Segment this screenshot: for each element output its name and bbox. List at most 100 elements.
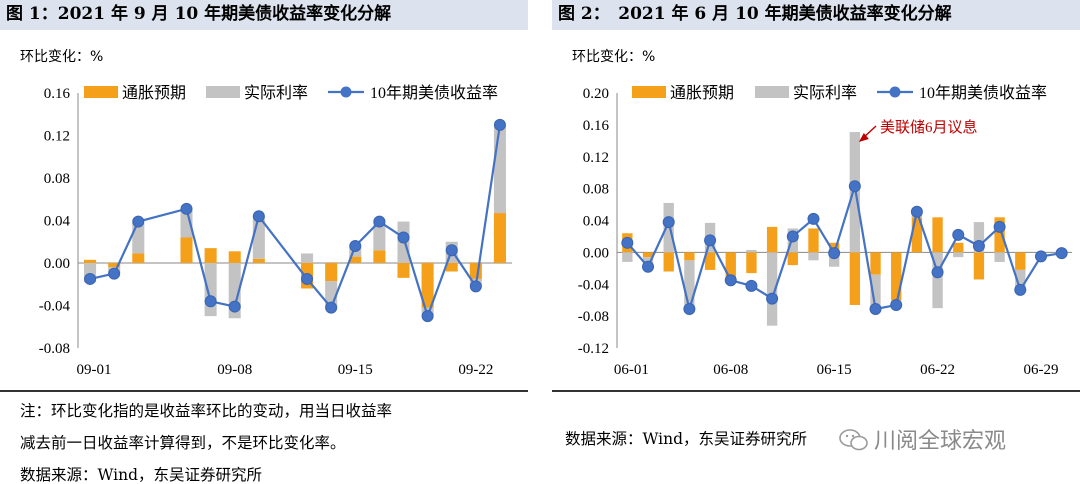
figure2-bottom-rule — [552, 390, 1080, 392]
y-tick-label: 0.08 — [44, 171, 70, 187]
inflation-bar — [1015, 252, 1026, 270]
yield-point — [683, 302, 696, 315]
x-tick-label: 06-22 — [920, 362, 955, 378]
inflation-bar — [180, 237, 193, 263]
inflation-bar — [204, 248, 217, 263]
figure1-note: 注：环比变化指的是收益率环比的变动，用当日收益率 减去前一日收益率计算得到，不是… — [20, 395, 392, 484]
y-tick-label: 0.04 — [583, 214, 610, 230]
inflation-bar — [397, 263, 410, 278]
real-rate-bar — [828, 252, 840, 267]
yield-point — [704, 234, 717, 247]
legend-label-real-rate: 实际利率 — [244, 84, 308, 102]
yield-point — [766, 292, 779, 305]
real-rate-bar — [204, 263, 217, 317]
watermark-text: 川阅全球宏观 — [874, 429, 1007, 454]
figure2-chart: 0.20 0.16 0.12 0.08 0.04 0.00 -0.04 -0.08 -0.12 0… — [578, 84, 1072, 378]
inflation-bar — [704, 252, 716, 270]
real-rate-bar — [973, 222, 985, 253]
y-tick-label: 0.00 — [583, 245, 609, 261]
figure1-note-line-2: 减去前一日收益率计算得到，不是环比变化率。 — [20, 434, 346, 452]
yield-point — [349, 240, 362, 252]
real-rate-bar — [301, 253, 314, 263]
inflation-bar — [445, 263, 458, 272]
figure1-title: 图 1：2021 年 9 月 10 年期美债收益率变化分解 — [0, 0, 528, 30]
inflation-bar — [911, 217, 923, 253]
inflation-bar — [891, 252, 902, 301]
yield-point — [890, 298, 903, 311]
legend-marker-yield — [889, 86, 901, 98]
legend-swatch-inflation — [632, 86, 666, 98]
inflation-bar — [252, 258, 265, 263]
real-rate-bar — [870, 274, 881, 310]
real-rate-bar — [932, 252, 943, 309]
yield-point — [445, 244, 458, 257]
figure1-chart: 0.16 0.12 0.08 0.04 0.00 -0.04 -0.08 09-01 09-08… — [39, 84, 512, 378]
real-rate-bar — [994, 252, 1005, 262]
wechat-icon — [839, 429, 868, 451]
real-rate-bar — [373, 220, 386, 251]
y-tick-label: 0.12 — [583, 150, 609, 166]
real-rate-bar — [493, 124, 506, 214]
yield-line — [89, 124, 501, 320]
yield-point — [325, 301, 338, 314]
x-tick-label: 06-29 — [1023, 362, 1058, 378]
yield-point — [910, 205, 923, 218]
inflation-bar — [849, 252, 861, 305]
inflation-bar — [493, 213, 506, 263]
yield-point — [848, 180, 861, 193]
y-tick-label: -0.08 — [578, 309, 609, 325]
yield-point — [132, 215, 145, 228]
inflation-bar — [421, 263, 434, 308]
inflation-bar — [373, 250, 386, 263]
yield-point — [1055, 247, 1068, 260]
yield-point — [373, 215, 386, 228]
yield-point — [621, 236, 634, 249]
yield-point — [397, 231, 410, 244]
yield-point — [1034, 250, 1047, 263]
yield-point — [993, 220, 1006, 233]
legend-label-inflation: 通胀预期 — [670, 84, 734, 102]
y-tick-label: 0.04 — [44, 214, 71, 230]
inflation-bar — [953, 242, 964, 253]
yield-point — [108, 267, 121, 280]
yield-line — [626, 185, 1062, 314]
inflation-bar — [663, 252, 674, 272]
annotation-arrow — [858, 125, 877, 143]
y-tick-label: 0.00 — [44, 256, 70, 272]
x-tick-label: 06-15 — [817, 362, 852, 378]
y-tick-label: 0.16 — [583, 118, 610, 134]
x-tick-label: 06-01 — [614, 362, 649, 378]
y-tick-label: 0.08 — [583, 182, 609, 198]
legend-swatch-real-rate — [206, 86, 240, 98]
legend-swatch-real-rate — [755, 86, 789, 98]
y-tick-label: -0.12 — [578, 341, 609, 357]
legend-label-inflation: 通胀预期 — [122, 84, 186, 102]
yield-point — [869, 302, 882, 315]
inflation-bar — [787, 252, 798, 266]
yield-point — [972, 240, 985, 252]
y-tick-label: 0.16 — [44, 86, 71, 102]
yield-point — [180, 202, 193, 215]
figure2-source: 数据来源：Wind，东吴证券研究所 — [565, 430, 808, 448]
x-tick-label: 09-01 — [77, 362, 112, 378]
yield-point — [493, 118, 506, 131]
annotation-arrow-head — [858, 133, 869, 143]
yield-point — [952, 228, 965, 241]
real-rate-bar — [953, 252, 964, 258]
figure2-title: 图 2： 2021 年 6 月 10 年期美债收益率变化分解 — [552, 0, 1080, 30]
yield-point — [828, 247, 841, 260]
inflation-bar — [228, 251, 241, 263]
inflation-bar — [132, 253, 145, 263]
x-tick-label: 06-08 — [713, 362, 748, 378]
yield-point — [745, 279, 758, 292]
inflation-bar — [932, 217, 943, 253]
yield-point — [724, 274, 737, 287]
yield-point — [662, 216, 675, 229]
y-tick-label: 0.12 — [44, 129, 70, 145]
real-rate-bar — [766, 252, 778, 326]
inflation-bar — [870, 252, 881, 275]
inflation-bar — [973, 252, 985, 280]
real-rate-bar — [746, 249, 757, 253]
inflation-bar — [684, 252, 695, 261]
yield-point — [301, 272, 314, 285]
